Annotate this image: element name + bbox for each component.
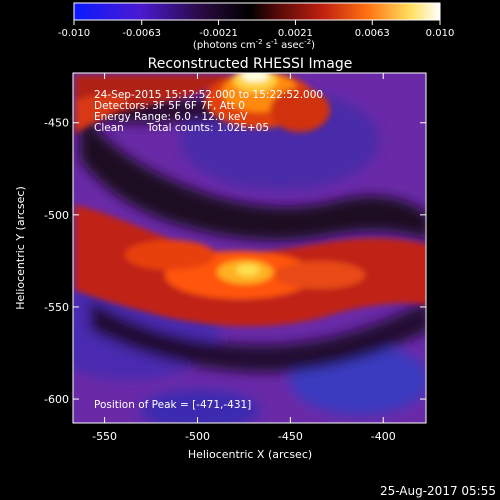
x-tick-label: -550 [92,430,117,443]
colorbar-tick-label: 0.010 [426,28,455,39]
annotation-clean: Clean [94,122,124,134]
y-tick-label: -600 [44,393,69,406]
annotation-counts: Total counts: 1.02E+05 [146,122,269,134]
x-tick-label: -400 [371,430,396,443]
footer-date: 25-Aug-2017 05:55 [380,484,496,498]
heatmap-image [73,73,426,423]
x-axis-ticks: -550 -500 -450 -400 [92,73,396,443]
annotation-block: 24-Sep-2015 15:12:52.000 to 15:22:52.000… [94,89,323,411]
annotation-detectors: Detectors: 3F 5F 6F 7F, Att 0 [94,100,245,112]
colorbar-tick-label: -0.010 [58,28,90,39]
y-tick-label: -550 [44,301,69,314]
y-axis-ticks: -450 -500 -550 -600 [44,117,426,406]
x-tick-label: -500 [185,430,210,443]
plot-frame [72,72,427,424]
x-axis-label: Heliocentric X (arcsec) [188,448,312,461]
y-tick-label: -500 [44,209,69,222]
chart-title: Reconstructed RHESSI Image [148,56,353,72]
x-tick-label: -450 [278,430,303,443]
colorbar-tick-label: -0.0063 [122,28,161,39]
colorbar-tick-label: 0.0021 [278,28,313,39]
y-tick-label: -450 [44,117,69,130]
annotation-energy: Energy Range: 6.0 - 12.0 keV [94,111,248,123]
colorbar-tick-label: -0.0021 [199,28,238,39]
y-axis-label: Heliocentric Y (arcsec) [14,186,27,310]
annotation-peak: Position of Peak = [-471,-431] [94,399,251,411]
colorbar-units: (photons cm-2 s-1 asec-2) [193,38,315,51]
colorbar-tick-label: 0.0063 [355,28,390,39]
annotation-time: 24-Sep-2015 15:12:52.000 to 15:22:52.000 [94,89,323,101]
colorbar-gradient [73,2,441,21]
colorbar-ticks: -0.010 -0.0063 -0.0021 0.0021 0.0063 0.010 [58,20,454,39]
colorbar: -0.010 -0.0063 -0.0021 0.0021 0.0063 0.010 (p… [58,2,454,51]
